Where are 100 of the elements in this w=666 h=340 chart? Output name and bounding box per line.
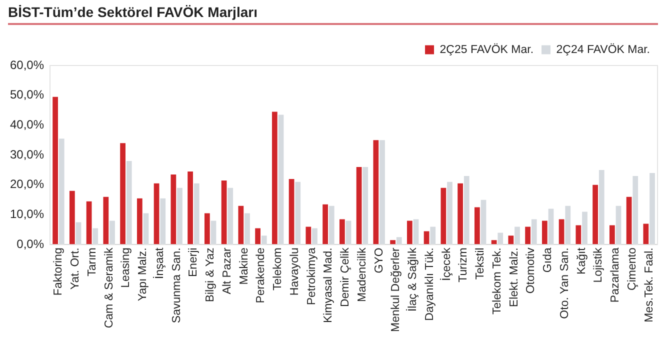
- bar: [194, 183, 200, 245]
- x-tick-label: İçecek: [440, 247, 453, 281]
- bar: [558, 219, 564, 245]
- bar: [430, 226, 436, 245]
- x-tick-label: Elekt. Malz.: [508, 248, 520, 308]
- bar: [295, 182, 301, 245]
- bar: [464, 176, 470, 245]
- bar: [255, 228, 260, 245]
- x-tick-label: Petrokimya: [306, 247, 318, 306]
- y-tick-label: 40,0%: [10, 118, 44, 132]
- bar: [154, 183, 160, 245]
- bar: [474, 207, 480, 245]
- bar: [598, 170, 604, 245]
- x-tick-label: Kağıt: [576, 246, 588, 274]
- bar: [322, 204, 328, 245]
- y-tick-label: 50,0%: [10, 88, 44, 102]
- x-tick-label: Tarım: [86, 248, 98, 276]
- legend-label: 2Ç25 FAVÖK Mar.: [440, 42, 534, 56]
- x-tick-label: Enerji: [188, 248, 200, 278]
- bar: [177, 188, 182, 245]
- bar: [160, 198, 166, 245]
- x-tick-label: Tekstil: [474, 248, 487, 280]
- x-tick-label: Lojistik: [592, 247, 605, 283]
- x-tick-label: Oto. Yan San.: [558, 248, 571, 319]
- bar: [143, 213, 149, 245]
- x-tick-label: Alt Pazar: [221, 247, 234, 294]
- bar: [76, 222, 82, 245]
- bar: [424, 231, 430, 245]
- bar: [632, 176, 638, 245]
- x-tick-label: Havayolu: [288, 248, 301, 296]
- bar: [413, 219, 419, 245]
- bar: [103, 196, 109, 245]
- bar: [480, 200, 486, 245]
- bar: [69, 190, 75, 245]
- y-tick-label: 20,0%: [10, 177, 44, 192]
- x-tick-label: Gıda: [542, 247, 554, 273]
- bar: [390, 240, 396, 245]
- x-tick-label: Demir Çelik: [340, 247, 352, 308]
- x-tick-label: Mes.Tek. Faal.: [643, 248, 656, 322]
- x-tick-label: Turizm: [458, 248, 470, 282]
- bar: [508, 236, 514, 245]
- x-tick-label: İlaç & Sağlık: [406, 247, 420, 312]
- x-tick-label: Menkul Değerler: [390, 247, 402, 332]
- bar: [312, 228, 318, 245]
- bar: [288, 178, 294, 245]
- bar: [626, 196, 632, 245]
- bar: [525, 226, 530, 245]
- bar: [188, 171, 193, 245]
- x-tick-label: Telekom: [272, 248, 284, 290]
- bar: [406, 220, 412, 245]
- bar: [244, 213, 250, 245]
- legend-label: 2Ç24 FAVÖK Mar.: [556, 42, 650, 56]
- x-tick-label: Pazarlama: [610, 247, 622, 303]
- bar: [86, 201, 92, 245]
- x-tick-label: Çimento: [626, 248, 638, 290]
- bar: [531, 219, 537, 245]
- y-tick-label: 0,0%: [16, 236, 44, 251]
- bar: [278, 114, 284, 245]
- x-tick-label: Perakende: [255, 248, 268, 304]
- x-tick-label: Makine: [238, 248, 250, 285]
- bar: [328, 206, 334, 245]
- bar: [170, 174, 176, 245]
- bar: [120, 143, 126, 245]
- bar: [616, 206, 622, 245]
- bar: [650, 172, 655, 245]
- x-tick-label: Faktoring: [52, 248, 65, 296]
- bar: [92, 228, 98, 245]
- bar: [136, 198, 142, 245]
- bar: [58, 138, 64, 245]
- x-tick-label: İnşaat: [152, 246, 166, 279]
- x-tick-label: Madencilik: [356, 247, 368, 302]
- bar: [643, 224, 649, 245]
- x-tick-label: Dayanıklı Tük.: [424, 248, 436, 321]
- bar: [514, 226, 520, 245]
- bar: [362, 167, 368, 245]
- bar: [126, 161, 132, 245]
- bar: [592, 184, 598, 245]
- bar: [221, 180, 227, 245]
- x-tick-label: Bilgi & Yaz: [204, 247, 217, 302]
- x-tick-label: Otomotiv: [525, 247, 538, 294]
- bar: [447, 182, 452, 245]
- x-tick-label: Yat. Ort.: [70, 248, 82, 290]
- bar: [576, 225, 582, 245]
- bar: [272, 112, 278, 245]
- bar: [440, 188, 446, 245]
- x-tick-label: Telekom Tek.: [491, 248, 504, 315]
- bar: [542, 220, 548, 245]
- y-tick-label: 60,0%: [10, 58, 44, 72]
- bar: [609, 225, 615, 245]
- bar: [498, 232, 504, 245]
- x-tick-label: Cam & Seramik: [103, 247, 116, 328]
- x-tick-label: Savunma San.: [170, 248, 183, 324]
- x-tick-label: Leasing: [120, 248, 132, 288]
- y-tick-label: 30,0%: [10, 147, 44, 162]
- bar: [306, 226, 312, 245]
- x-tick-label: Yapı Malz.: [137, 248, 150, 302]
- bar: [261, 236, 267, 245]
- bar: [238, 206, 244, 245]
- bar: [110, 220, 115, 245]
- bar: [346, 220, 352, 245]
